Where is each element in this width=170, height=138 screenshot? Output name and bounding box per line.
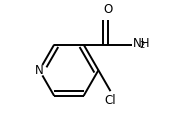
Text: 2: 2 — [139, 42, 144, 51]
Text: NH: NH — [133, 38, 150, 51]
Text: Cl: Cl — [105, 95, 116, 108]
Text: O: O — [103, 3, 112, 16]
Text: N: N — [35, 64, 44, 77]
